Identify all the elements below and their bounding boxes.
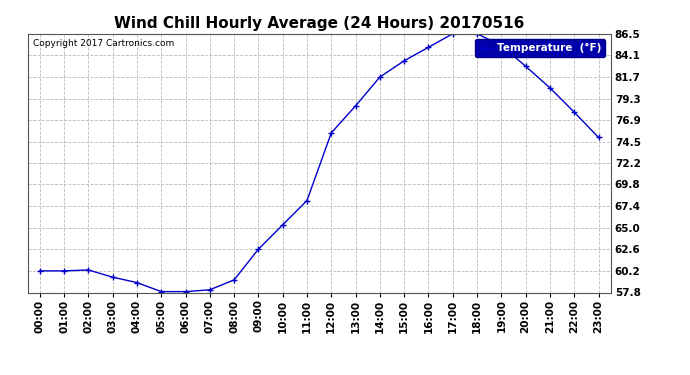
Text: Copyright 2017 Cartronics.com: Copyright 2017 Cartronics.com [33, 39, 175, 48]
Title: Wind Chill Hourly Average (24 Hours) 20170516: Wind Chill Hourly Average (24 Hours) 201… [114, 16, 524, 31]
Legend: Temperature  (°F): Temperature (°F) [475, 39, 605, 57]
